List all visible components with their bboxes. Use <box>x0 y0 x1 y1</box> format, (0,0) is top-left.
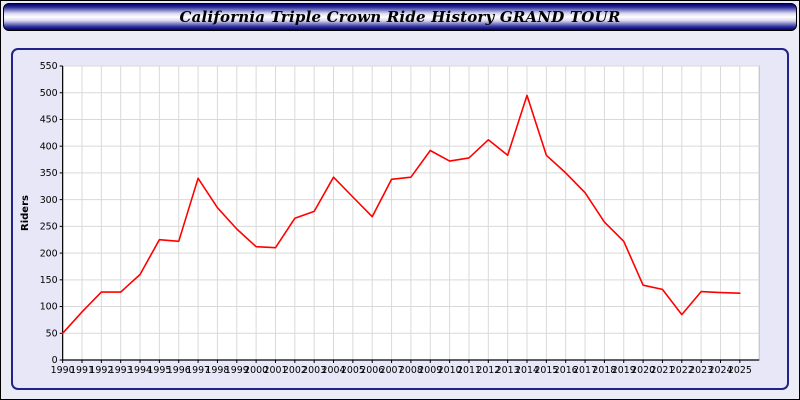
svg-text:2015: 2015 <box>534 365 558 376</box>
svg-text:2024: 2024 <box>709 365 733 376</box>
svg-text:500: 500 <box>40 88 58 99</box>
svg-text:2005: 2005 <box>341 365 365 376</box>
svg-text:1990: 1990 <box>51 365 75 376</box>
svg-text:400: 400 <box>40 141 58 152</box>
title-bar: California Triple Crown Ride History GRA… <box>3 3 797 31</box>
svg-text:2010: 2010 <box>438 365 462 376</box>
svg-text:200: 200 <box>40 248 58 259</box>
ride-history-chart: 0501001502002503003504004505005501990199… <box>20 61 760 376</box>
svg-text:Riders: Riders <box>20 195 31 231</box>
svg-text:1997: 1997 <box>186 365 210 376</box>
svg-text:1993: 1993 <box>109 365 133 376</box>
svg-text:150: 150 <box>40 275 58 286</box>
svg-text:2022: 2022 <box>670 365 694 376</box>
svg-text:450: 450 <box>40 115 58 126</box>
svg-text:100: 100 <box>40 302 58 313</box>
svg-text:2012: 2012 <box>476 365 500 376</box>
svg-text:2007: 2007 <box>380 365 404 376</box>
svg-text:0: 0 <box>52 355 58 366</box>
svg-text:2014: 2014 <box>515 365 539 376</box>
svg-text:2018: 2018 <box>592 365 616 376</box>
page-title: California Triple Crown Ride History GRA… <box>179 8 621 26</box>
svg-text:2004: 2004 <box>322 365 346 376</box>
svg-text:2008: 2008 <box>399 365 423 376</box>
svg-text:1998: 1998 <box>205 365 229 376</box>
svg-text:1994: 1994 <box>128 365 152 376</box>
svg-text:1996: 1996 <box>167 365 191 376</box>
svg-text:2017: 2017 <box>573 365 597 376</box>
svg-text:2021: 2021 <box>650 365 674 376</box>
svg-text:2025: 2025 <box>728 365 752 376</box>
svg-text:550: 550 <box>40 61 58 72</box>
svg-text:2009: 2009 <box>418 365 442 376</box>
svg-text:1991: 1991 <box>70 365 94 376</box>
svg-text:50: 50 <box>46 328 58 339</box>
chart-panel: 0 50 100 150 200 250 300 350 400 450 500 550 1990 199… <box>11 48 789 390</box>
svg-text:250: 250 <box>40 222 58 233</box>
svg-text:2020: 2020 <box>631 365 655 376</box>
svg-text:2006: 2006 <box>360 365 384 376</box>
svg-text:1992: 1992 <box>89 365 113 376</box>
svg-text:2001: 2001 <box>263 365 287 376</box>
svg-text:350: 350 <box>40 168 58 179</box>
svg-text:2003: 2003 <box>302 365 326 376</box>
svg-text:1995: 1995 <box>147 365 171 376</box>
svg-text:2016: 2016 <box>554 365 578 376</box>
svg-text:1999: 1999 <box>225 365 249 376</box>
svg-text:2023: 2023 <box>689 365 713 376</box>
svg-text:2002: 2002 <box>283 365 307 376</box>
svg-text:2013: 2013 <box>496 365 520 376</box>
svg-text:2019: 2019 <box>612 365 636 376</box>
svg-text:300: 300 <box>40 195 58 206</box>
svg-text:2000: 2000 <box>244 365 268 376</box>
svg-text:2011: 2011 <box>457 365 481 376</box>
